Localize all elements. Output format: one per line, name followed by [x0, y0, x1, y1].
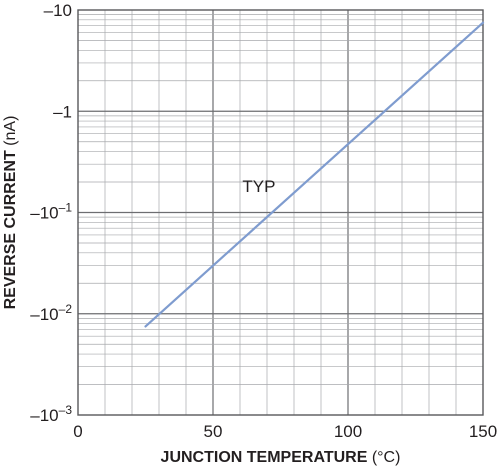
series-line-0	[144, 21, 485, 328]
y-tick-label: –10–1	[30, 201, 72, 223]
typ-annotation: TYP	[242, 177, 275, 196]
x-axis-title: JUNCTION TEMPERATURE (°C)	[161, 449, 401, 466]
annotations: TYP	[242, 177, 275, 196]
y-tick-exponent: –1	[59, 201, 73, 215]
x-tick-label: 100	[334, 422, 362, 441]
x-tick-label: 0	[73, 422, 82, 441]
y-axis-title: REVERSE CURRENT (nA)	[2, 116, 19, 310]
x-axis-title-unit: (°C)	[367, 449, 400, 466]
y-tick-labels: –10–3–10–2–10–1–1–10	[30, 1, 72, 425]
series-layer	[144, 21, 485, 328]
y-axis-title-main: REVERSE CURRENT	[2, 150, 19, 309]
x-tick-label: 50	[204, 422, 223, 441]
plot-frame	[77, 9, 484, 416]
y-tick-base: –10	[30, 204, 58, 223]
y-tick-label: –10–3	[30, 403, 72, 425]
x-tick-labels: 0 50 100 150	[73, 422, 497, 441]
grid	[78, 10, 483, 415]
y-tick-label: –10–2	[30, 302, 72, 324]
y-tick-base: –1	[53, 102, 72, 121]
y-tick-base: –10	[44, 1, 72, 20]
y-tick-label: –1	[53, 102, 72, 121]
y-tick-label: –10	[44, 1, 72, 20]
x-tick-label: 150	[469, 422, 497, 441]
y-tick-exponent: –3	[59, 403, 73, 417]
y-tick-exponent: –2	[59, 302, 73, 316]
y-tick-base: –10	[30, 305, 58, 324]
x-axis-title-main: JUNCTION TEMPERATURE	[161, 449, 368, 466]
y-tick-base: –10	[30, 406, 58, 425]
y-axis-title-unit: (nA)	[2, 116, 19, 151]
